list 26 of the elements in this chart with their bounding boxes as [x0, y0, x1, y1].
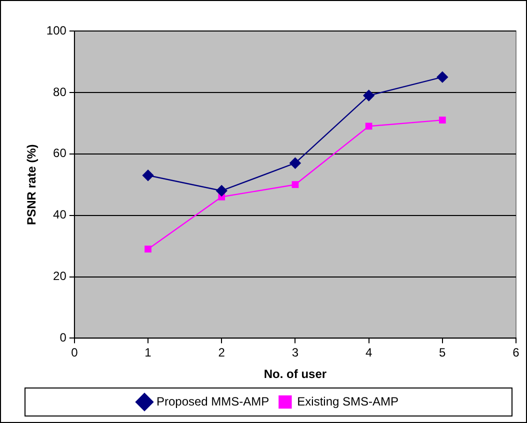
- point: [144, 246, 152, 253]
- point: [216, 185, 228, 196]
- x-tick-label: 6: [512, 346, 520, 360]
- x-tick-label: 2: [218, 346, 226, 360]
- x-tick-label: 1: [144, 346, 152, 360]
- point: [363, 90, 374, 102]
- y-tick-label: 0: [60, 330, 67, 345]
- x-tick-label: 5: [439, 346, 446, 360]
- y-tick-label: 80: [53, 84, 67, 99]
- point: [290, 157, 301, 169]
- point: [436, 71, 448, 83]
- point: [142, 170, 154, 181]
- legend-label: Proposed MMS-AMP: [156, 394, 270, 408]
- point: [292, 181, 299, 188]
- point: [365, 122, 372, 130]
- y-axis-title: PSNR rate (%): [24, 144, 39, 225]
- y-tick-label: 40: [53, 208, 67, 222]
- point: [438, 116, 446, 124]
- legend-label: Existing SMS-AMP: [297, 394, 399, 408]
- y-tick-label: 20: [53, 269, 67, 284]
- y-tick-label: 60: [53, 146, 67, 160]
- x-tick-label: 3: [292, 346, 299, 360]
- y-tick-label: 100: [46, 23, 67, 38]
- x-tick-label: 0: [71, 346, 78, 360]
- x-axis-title: No. of user: [264, 367, 327, 382]
- x-tick-label: 4: [365, 346, 372, 360]
